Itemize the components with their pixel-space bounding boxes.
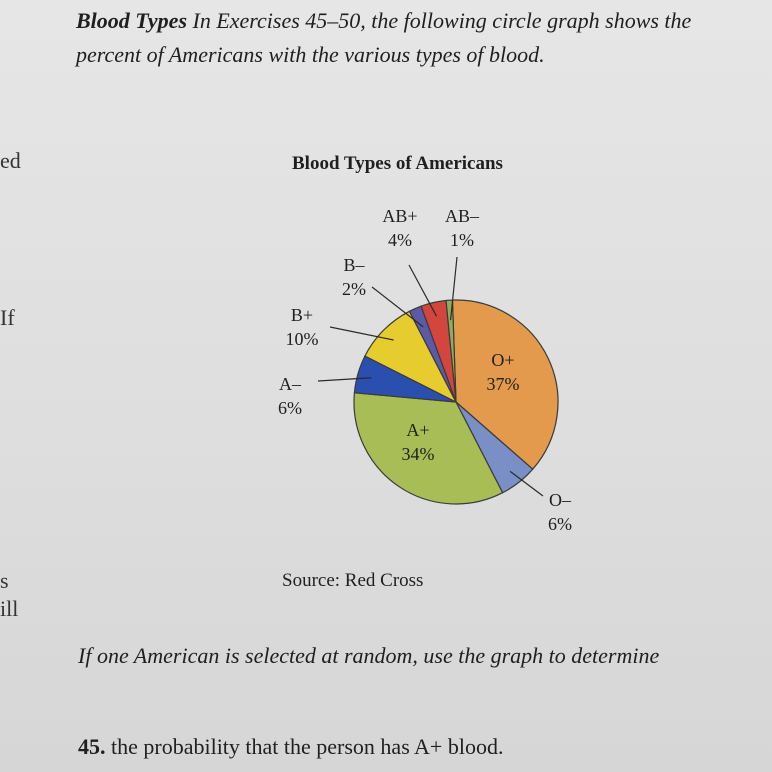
slice-percent: 1% bbox=[450, 230, 474, 250]
margin-fragment: If bbox=[0, 305, 15, 330]
chart-title: Blood Types of Americans bbox=[292, 153, 503, 174]
intro-text: In Exercises 45–50, the following circle… bbox=[76, 8, 692, 67]
leader-line bbox=[509, 470, 544, 497]
slice-percent: 34% bbox=[402, 444, 435, 464]
leader-line bbox=[371, 286, 424, 328]
slice-label: A– bbox=[279, 374, 302, 394]
slice-label: B– bbox=[343, 255, 365, 275]
leader-line bbox=[329, 326, 394, 341]
slice-label: B+ bbox=[291, 305, 313, 325]
slice-percent: 2% bbox=[342, 279, 366, 299]
margin-fragment: ed bbox=[0, 148, 21, 173]
margin-fragment: ill bbox=[0, 596, 19, 621]
pie-slice-a-pos bbox=[353, 392, 504, 505]
slice-label: O+ bbox=[491, 350, 514, 370]
chart-source: Source: Red Cross bbox=[282, 570, 424, 591]
slice-label: AB+ bbox=[382, 206, 417, 226]
question-text: If one American is selected at random, u… bbox=[78, 643, 660, 668]
pie-slice-o-pos bbox=[451, 299, 559, 471]
slice-label: AB– bbox=[445, 206, 480, 226]
slice-percent: 6% bbox=[278, 398, 302, 418]
margin-fragment: s bbox=[0, 568, 9, 593]
slice-label: O– bbox=[549, 490, 572, 510]
exercise-45: 45. the probability that the person has … bbox=[78, 734, 503, 760]
slice-label: A+ bbox=[406, 420, 429, 440]
leader-line bbox=[408, 264, 438, 317]
slice-percent: 10% bbox=[286, 329, 319, 349]
slice-percent: 4% bbox=[388, 230, 412, 250]
pie-slices bbox=[353, 299, 559, 505]
leader-line bbox=[449, 256, 458, 321]
exercise-number: 45. bbox=[78, 734, 106, 759]
intro-paragraph: Blood Types In Exercises 45–50, the foll… bbox=[76, 4, 756, 72]
exercise-text: the probability that the person has A+ b… bbox=[111, 734, 504, 759]
intro-heading: Blood Types bbox=[76, 8, 187, 33]
slice-percent: 6% bbox=[548, 514, 572, 534]
slice-percent: 37% bbox=[487, 374, 520, 394]
leader-line bbox=[317, 377, 372, 382]
